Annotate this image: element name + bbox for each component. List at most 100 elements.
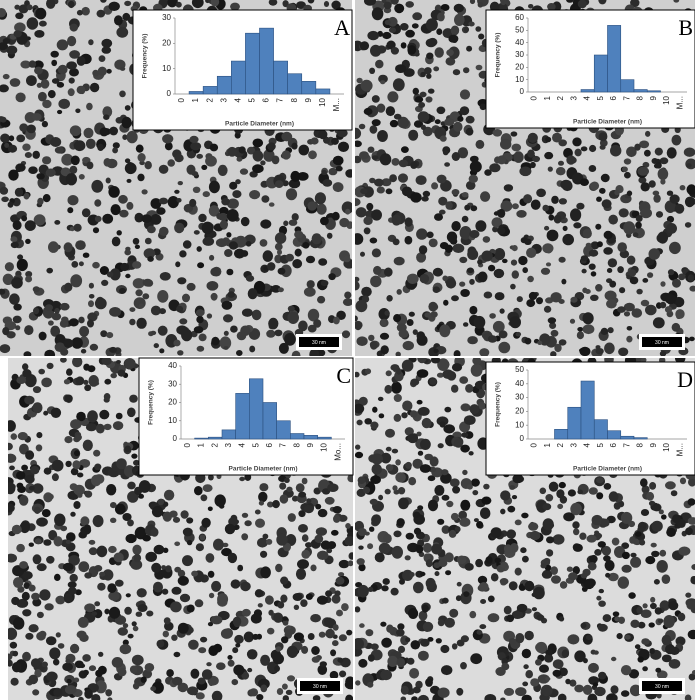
particle xyxy=(560,581,567,589)
particle xyxy=(102,46,112,53)
particle xyxy=(54,308,59,314)
particle xyxy=(213,539,224,551)
particle xyxy=(385,489,391,495)
particle xyxy=(201,165,207,170)
particle xyxy=(307,280,315,288)
particle xyxy=(581,573,588,579)
particle xyxy=(36,432,42,438)
particle xyxy=(385,20,391,25)
particle xyxy=(341,603,349,611)
particle xyxy=(593,682,598,686)
particle xyxy=(434,213,443,221)
particle xyxy=(12,662,22,672)
particle xyxy=(244,520,251,526)
particle xyxy=(31,658,41,667)
particle xyxy=(608,258,617,267)
particle xyxy=(557,504,563,509)
particle xyxy=(607,268,612,273)
particle xyxy=(103,114,109,120)
particle xyxy=(99,55,106,62)
particle xyxy=(52,78,60,84)
particle xyxy=(559,198,567,204)
particle xyxy=(610,145,621,157)
particle xyxy=(358,546,363,550)
particle xyxy=(433,66,439,71)
particle xyxy=(136,612,143,617)
particle xyxy=(67,207,73,213)
x-tick-label: 3 xyxy=(224,442,233,447)
particle xyxy=(667,147,677,158)
particle xyxy=(168,196,179,208)
particle xyxy=(48,320,54,325)
particle xyxy=(387,91,398,102)
particle xyxy=(437,12,445,21)
particle xyxy=(391,47,399,55)
particle xyxy=(500,509,505,515)
particle xyxy=(669,659,681,669)
particle xyxy=(207,313,212,318)
particle xyxy=(518,256,527,265)
particle xyxy=(371,209,382,220)
particle xyxy=(93,450,100,457)
particle xyxy=(275,243,283,251)
particle xyxy=(94,199,101,206)
particle xyxy=(320,661,327,667)
particle xyxy=(589,165,597,172)
particle xyxy=(182,555,193,566)
particle xyxy=(68,195,79,205)
particle xyxy=(28,624,38,632)
particle xyxy=(647,272,653,278)
particle xyxy=(55,596,65,605)
particle xyxy=(666,223,677,234)
particle xyxy=(627,191,632,197)
particle xyxy=(544,226,549,231)
particle xyxy=(565,679,570,685)
particle xyxy=(193,187,201,193)
x-tick-label: 5 xyxy=(596,442,605,447)
bar xyxy=(634,90,647,92)
particle xyxy=(260,566,271,578)
particle xyxy=(542,243,553,253)
particle xyxy=(330,649,336,656)
particle xyxy=(459,518,470,527)
particle xyxy=(327,483,338,492)
particle xyxy=(311,137,319,144)
particle xyxy=(127,519,134,526)
particle xyxy=(53,688,62,697)
particle xyxy=(68,1,75,8)
particle xyxy=(18,432,28,440)
particle xyxy=(469,175,478,183)
particle xyxy=(51,51,59,58)
particle xyxy=(278,268,286,275)
particle xyxy=(72,337,83,349)
particle xyxy=(416,228,427,239)
particle xyxy=(445,245,453,253)
panel-label: A xyxy=(334,15,350,40)
particle xyxy=(344,292,351,299)
particle xyxy=(511,260,517,266)
particle xyxy=(547,230,559,242)
particle xyxy=(561,279,566,285)
particle xyxy=(523,194,532,203)
particle xyxy=(665,294,676,304)
particle xyxy=(142,293,149,299)
particle xyxy=(386,625,393,633)
particle xyxy=(118,668,127,676)
particle xyxy=(427,232,434,239)
particle xyxy=(439,324,450,337)
particle xyxy=(452,152,460,161)
particle xyxy=(399,329,409,338)
particle xyxy=(522,267,528,273)
particle xyxy=(127,408,136,418)
particle xyxy=(10,236,17,242)
particle xyxy=(272,500,280,508)
particle xyxy=(408,608,418,619)
particle xyxy=(41,79,50,88)
particle xyxy=(548,167,553,172)
particle xyxy=(525,338,532,345)
particle xyxy=(78,617,89,628)
particle xyxy=(152,506,163,517)
particle xyxy=(108,592,119,601)
x-tick-label: 9 xyxy=(306,442,315,447)
particle xyxy=(581,146,588,151)
